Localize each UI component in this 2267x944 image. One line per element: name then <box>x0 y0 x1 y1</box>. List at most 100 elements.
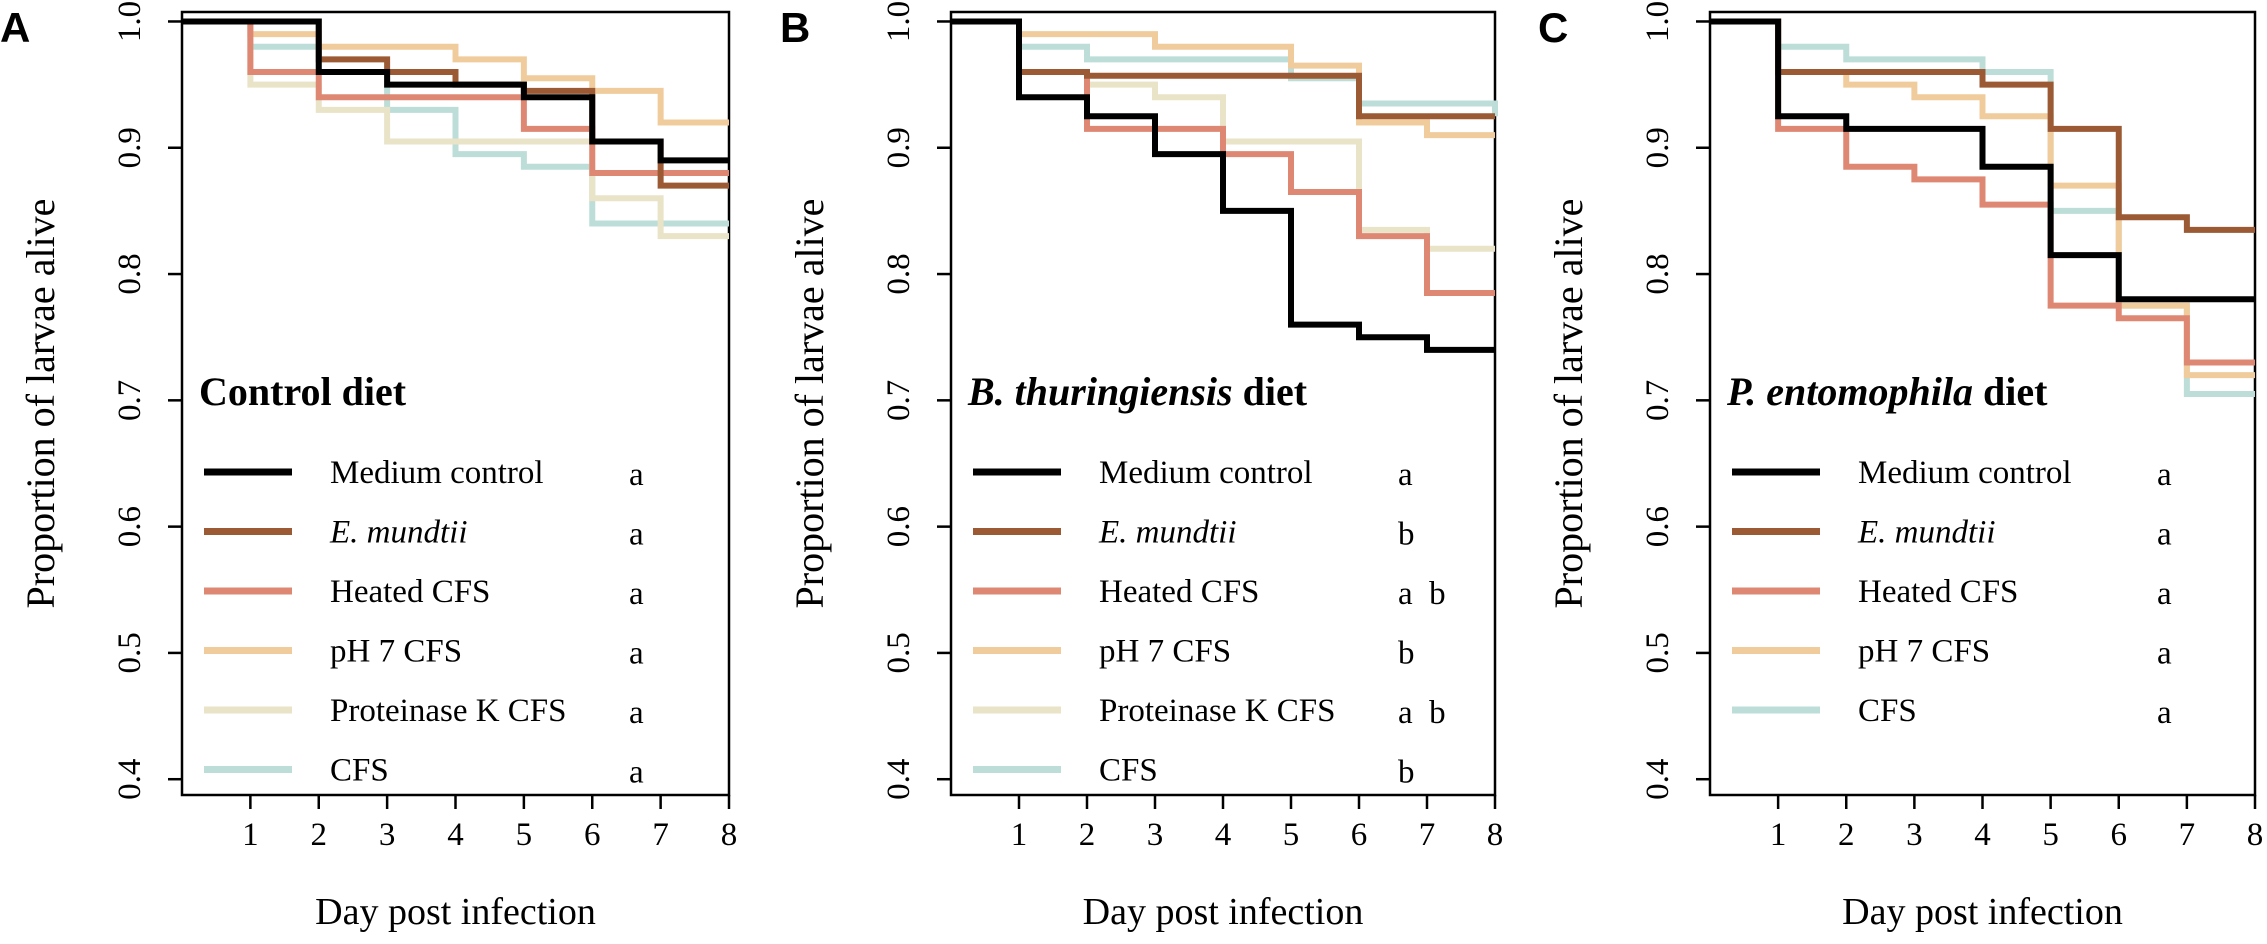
series-line-heated-cfs <box>182 18 729 177</box>
x-tick-label: 6 <box>1351 817 1368 853</box>
y-tick-label: 0.4 <box>1640 759 1676 800</box>
x-tick-label: 7 <box>652 817 669 853</box>
panel-label: B <box>780 4 810 51</box>
y-tick-label: 0.6 <box>881 506 917 547</box>
legend-label: E. mundtii <box>1098 515 1237 551</box>
legend-title: P. entomophila diet <box>1726 369 2048 414</box>
legend-label: pH 7 CFS <box>330 634 462 670</box>
series-line-heated-cfs <box>1710 18 2255 366</box>
x-tick-label: 1 <box>242 817 259 853</box>
legend-label: pH 7 CFS <box>1099 634 1231 670</box>
legend-significance-group: b <box>1398 636 1415 672</box>
x-tick-label: 8 <box>2247 817 2264 853</box>
y-tick-label: 1.0 <box>112 1 148 42</box>
panel-label: A <box>0 4 30 51</box>
y-tick-label: 0.7 <box>881 380 917 421</box>
legend-label: CFS <box>1099 753 1158 789</box>
legend-significance-group: a <box>629 636 644 672</box>
x-tick-label: 3 <box>1147 817 1164 853</box>
y-tick-label: 0.7 <box>1640 380 1676 421</box>
x-axis-label: Day post infection <box>1083 891 1364 933</box>
legend-significance-group: a <box>2157 576 2172 612</box>
legend-title-text: diet <box>1233 369 1308 414</box>
y-tick-label: 0.5 <box>1640 632 1676 673</box>
panel-a: A 0.4 0.5 0.6 0.7 0.8 0.9 1.0 1 2 3 4 5 6 7 8 Day post i… <box>0 1 737 933</box>
legend-significance-group: a <box>2157 457 2172 493</box>
legend-label: pH 7 CFS <box>1858 634 1990 670</box>
legend-significance-group: a <box>629 755 644 791</box>
panel-b: B 0.4 0.5 0.6 0.7 0.8 0.9 1.0 1 2 3 4 5 6 7 8 Day post i… <box>780 1 1503 933</box>
x-tick-label: 4 <box>1215 817 1232 853</box>
legend-label: Medium control <box>1099 455 1313 491</box>
legend-significance-group: a <box>629 695 644 731</box>
x-tick-label: 5 <box>2042 817 2059 853</box>
y-axis-label: Proportion of larvae alive <box>1546 199 1591 609</box>
legend-label: E. mundtii <box>329 515 468 551</box>
legend-label: Heated CFS <box>1099 574 1259 610</box>
x-tick-label: 6 <box>2111 817 2128 853</box>
y-tick-label: 0.4 <box>112 759 148 800</box>
legend-significance-group: a <box>2157 636 2172 672</box>
y-tick-label: 0.9 <box>112 127 148 168</box>
y-tick-label: 0.5 <box>881 632 917 673</box>
x-tick-label: 5 <box>1283 817 1300 853</box>
legend-significance-group: a <box>629 517 644 553</box>
x-axis-label: Day post infection <box>1842 891 2123 933</box>
y-tick-label: 0.8 <box>1640 253 1676 294</box>
legend-significance-group: a <box>1398 457 1413 493</box>
legend-significance-group: a b <box>1398 695 1446 731</box>
legend-significance-group: a <box>629 576 644 612</box>
legend-title-text: Control diet <box>199 369 407 414</box>
x-tick-label: 4 <box>447 817 464 853</box>
legend-title-italic: B. thuringiensis <box>967 369 1233 414</box>
y-tick-label: 0.5 <box>112 632 148 673</box>
legend-label: Heated CFS <box>330 574 490 610</box>
x-tick-label: 5 <box>516 817 533 853</box>
x-tick-label: 3 <box>379 817 396 853</box>
legend-significance-group: b <box>1398 755 1415 791</box>
x-tick-label: 4 <box>1974 817 1991 853</box>
x-tick-label: 1 <box>1011 817 1028 853</box>
series-line-medium-control <box>1710 18 2255 303</box>
x-tick-label: 7 <box>2179 817 2196 853</box>
legend-label: Medium control <box>1858 455 2072 491</box>
y-tick-label: 0.9 <box>881 127 917 168</box>
series-line-ph-7-cfs <box>182 18 729 126</box>
legend-significance-group: a b <box>1398 576 1446 612</box>
series-line-medium-control <box>182 18 729 164</box>
y-tick-label: 0.9 <box>1640 127 1676 168</box>
series-line-medium-control <box>951 18 1495 353</box>
x-tick-label: 1 <box>1770 817 1787 853</box>
y-tick-label: 0.8 <box>881 253 917 294</box>
legend-label: Proteinase K CFS <box>330 693 567 729</box>
y-tick-label: 0.6 <box>1640 506 1676 547</box>
legend-label: E. mundtii <box>1857 515 1996 551</box>
x-tick-label: 2 <box>1079 817 1096 853</box>
y-tick-label: 0.4 <box>881 759 917 800</box>
x-tick-label: 2 <box>311 817 328 853</box>
legend-label: Proteinase K CFS <box>1099 693 1336 729</box>
legend-significance-group: b <box>1398 517 1415 553</box>
legend-title-text: diet <box>1973 369 2048 414</box>
legend-significance-group: a <box>629 457 644 493</box>
x-tick-label: 2 <box>1838 817 1855 853</box>
legend-label: CFS <box>330 753 389 789</box>
y-axis-label: Proportion of larvae alive <box>18 199 63 609</box>
x-tick-label: 3 <box>1906 817 1923 853</box>
y-tick-label: 0.8 <box>112 253 148 294</box>
legend-title-italic: P. entomophila <box>1726 369 1973 414</box>
legend-significance-group: a <box>2157 517 2172 553</box>
legend-title: Control diet <box>199 369 407 414</box>
y-tick-label: 1.0 <box>881 1 917 42</box>
y-axis-label: Proportion of larvae alive <box>787 199 832 609</box>
x-tick-label: 6 <box>584 817 601 853</box>
y-tick-label: 0.7 <box>112 380 148 421</box>
x-tick-label: 7 <box>1419 817 1436 853</box>
panel-label: C <box>1538 4 1568 51</box>
x-tick-label: 8 <box>721 817 738 853</box>
legend-title: B. thuringiensis diet <box>967 369 1308 414</box>
legend-label: CFS <box>1858 693 1917 729</box>
legend-significance-group: a <box>2157 695 2172 731</box>
legend-label: Medium control <box>330 455 544 491</box>
